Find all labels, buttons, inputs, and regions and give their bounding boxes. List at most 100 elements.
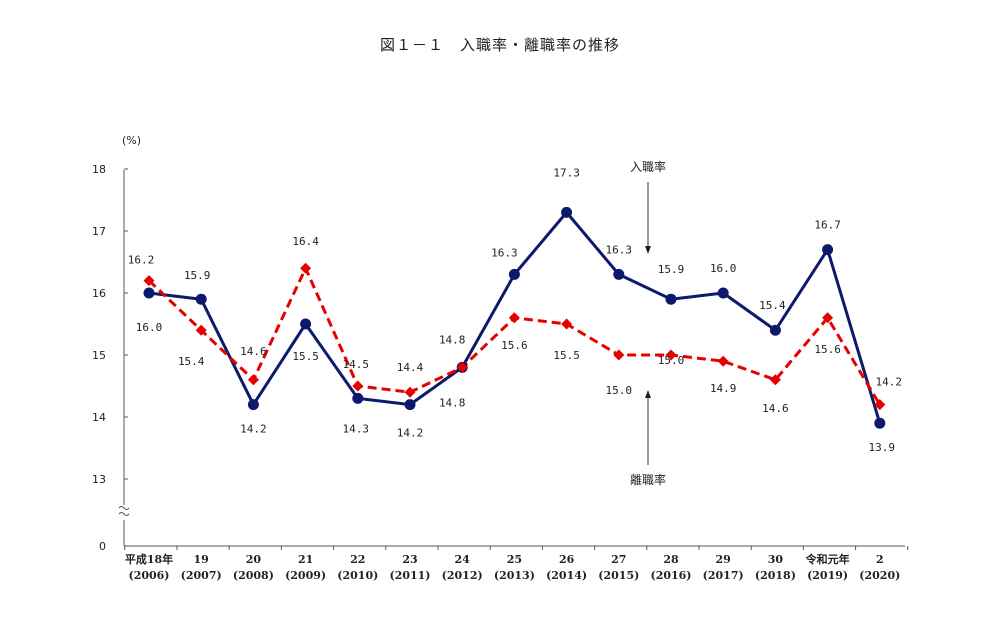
x-tick-sublabel: (2016) — [650, 569, 691, 582]
series-2-point — [717, 355, 729, 367]
series-1-point — [874, 417, 886, 429]
series-2-point — [613, 349, 625, 361]
annotation-label: 離職率 — [630, 472, 666, 487]
series-2-point — [143, 275, 155, 287]
series-1-point — [195, 293, 207, 305]
series-1-point — [508, 268, 520, 280]
y-tick-label: 16 — [92, 287, 106, 300]
data-label-series-1: 16.3 — [491, 246, 518, 259]
data-label-series-2: 15.6 — [501, 339, 528, 352]
data-label-series-2: 14.4 — [397, 361, 424, 374]
series-2-point — [874, 399, 886, 411]
x-tick-label: 29 — [716, 553, 731, 566]
series-1-point — [717, 287, 729, 299]
x-tick-sublabel: (2010) — [337, 569, 378, 582]
x-tick-sublabel: (2008) — [233, 569, 274, 582]
series-1-point — [769, 324, 781, 336]
x-tick-sublabel: (2020) — [859, 569, 900, 582]
data-label-series-1: 14.3 — [343, 422, 370, 435]
annotation-arrowhead — [645, 390, 651, 398]
x-tick-sublabel: (2012) — [442, 569, 483, 582]
chart-title: 図１－１ 入職率・離職率の推移 — [379, 36, 620, 54]
data-label-series-2: 15.4 — [178, 355, 205, 368]
data-label-series-2: 16.4 — [292, 235, 319, 248]
data-label-series-2: 14.6 — [762, 402, 789, 415]
x-tick-label: 26 — [559, 553, 575, 566]
axis-break-mark — [118, 506, 130, 510]
data-label-series-1: 16.7 — [814, 219, 841, 232]
x-tick-label: 19 — [194, 553, 209, 566]
data-label-series-1: 16.0 — [710, 262, 737, 275]
y-unit-label: (%) — [122, 134, 141, 147]
x-tick-sublabel: (2018) — [755, 569, 796, 582]
series-2-point — [300, 262, 312, 274]
data-label-series-1: 15.9 — [658, 263, 685, 276]
data-label-series-2: 14.9 — [710, 382, 737, 395]
x-tick-sublabel: (2011) — [389, 569, 430, 582]
x-tick-sublabel: (2017) — [703, 569, 744, 582]
series-1-point — [143, 287, 155, 299]
x-tick-label: 20 — [246, 553, 262, 566]
data-label-series-2: 15.0 — [658, 354, 685, 367]
x-tick-sublabel: (2013) — [494, 569, 535, 582]
data-label-series-2: 14.6 — [240, 345, 267, 358]
series-2-point — [665, 349, 677, 361]
x-tick-label: 28 — [663, 553, 679, 566]
data-label-series-1: 15.9 — [184, 269, 211, 282]
data-label-series-2: 14.5 — [343, 358, 370, 371]
annotation-label: 入職率 — [630, 159, 666, 174]
series-1-point — [352, 392, 364, 404]
x-tick-sublabel: (2019) — [807, 569, 848, 582]
x-tick-label: 21 — [298, 553, 313, 566]
series-2-point — [508, 312, 520, 324]
x-tick-sublabel: (2006) — [128, 569, 169, 582]
data-label-series-1: 14.2 — [240, 423, 267, 436]
axis-break-mark — [118, 512, 130, 516]
axes: 0 13 14 15 16 17 18 (%) 平成18年 (2006) 19 (2007) 20 (20… — [92, 134, 909, 582]
y-tick-label: 0 — [99, 540, 106, 553]
x-tick-sublabel: (2014) — [546, 569, 587, 582]
data-label-series-1: 14.2 — [397, 427, 424, 440]
series-1-point — [822, 244, 834, 256]
annotation-arrowhead — [645, 246, 651, 254]
series-2-point — [404, 386, 416, 398]
y-tick-label: 13 — [92, 473, 106, 486]
x-tick-label: 27 — [611, 553, 626, 566]
series-1-point — [613, 268, 625, 280]
y-tick-label: 18 — [92, 163, 106, 176]
x-tick-label: 24 — [455, 553, 471, 566]
data-label-series-2: 15.5 — [553, 349, 580, 362]
series-line-2 — [147, 266, 882, 406]
data-label-series-2: 14.8 — [439, 396, 466, 409]
series-2-point — [561, 318, 573, 330]
y-tick-label: 17 — [92, 225, 106, 238]
series-2-point — [456, 361, 468, 373]
data-label-series-1: 16.0 — [136, 321, 163, 334]
series-2-point — [352, 380, 364, 392]
series-2-point — [822, 312, 834, 324]
series-2-point — [769, 374, 781, 386]
data-label-series-2: 16.2 — [128, 254, 155, 267]
series-1-point — [404, 399, 416, 411]
x-tick-label: 2 — [876, 553, 884, 566]
x-tick-label: 23 — [402, 553, 417, 566]
data-label-series-1: 14.8 — [439, 333, 466, 346]
y-tick-label: 14 — [92, 411, 106, 424]
x-tick-label: 平成18年 — [125, 552, 173, 566]
y-tick-label: 15 — [92, 349, 106, 362]
x-tick-sublabel: (2009) — [285, 569, 326, 582]
series-1-point — [247, 399, 259, 411]
series-2-point — [247, 374, 259, 386]
series-1-point — [665, 293, 677, 305]
data-label-series-1: 13.9 — [869, 441, 896, 454]
data-label-series-1: 15.4 — [759, 299, 786, 312]
x-tick-sublabel: (2007) — [181, 569, 222, 582]
data-label-series-1: 15.5 — [292, 350, 319, 363]
x-tick-label: 30 — [768, 553, 784, 566]
series-1-point — [300, 318, 312, 330]
x-tick-sublabel: (2015) — [598, 569, 639, 582]
series-1-point — [561, 206, 573, 218]
x-tick-label: 22 — [350, 553, 365, 566]
